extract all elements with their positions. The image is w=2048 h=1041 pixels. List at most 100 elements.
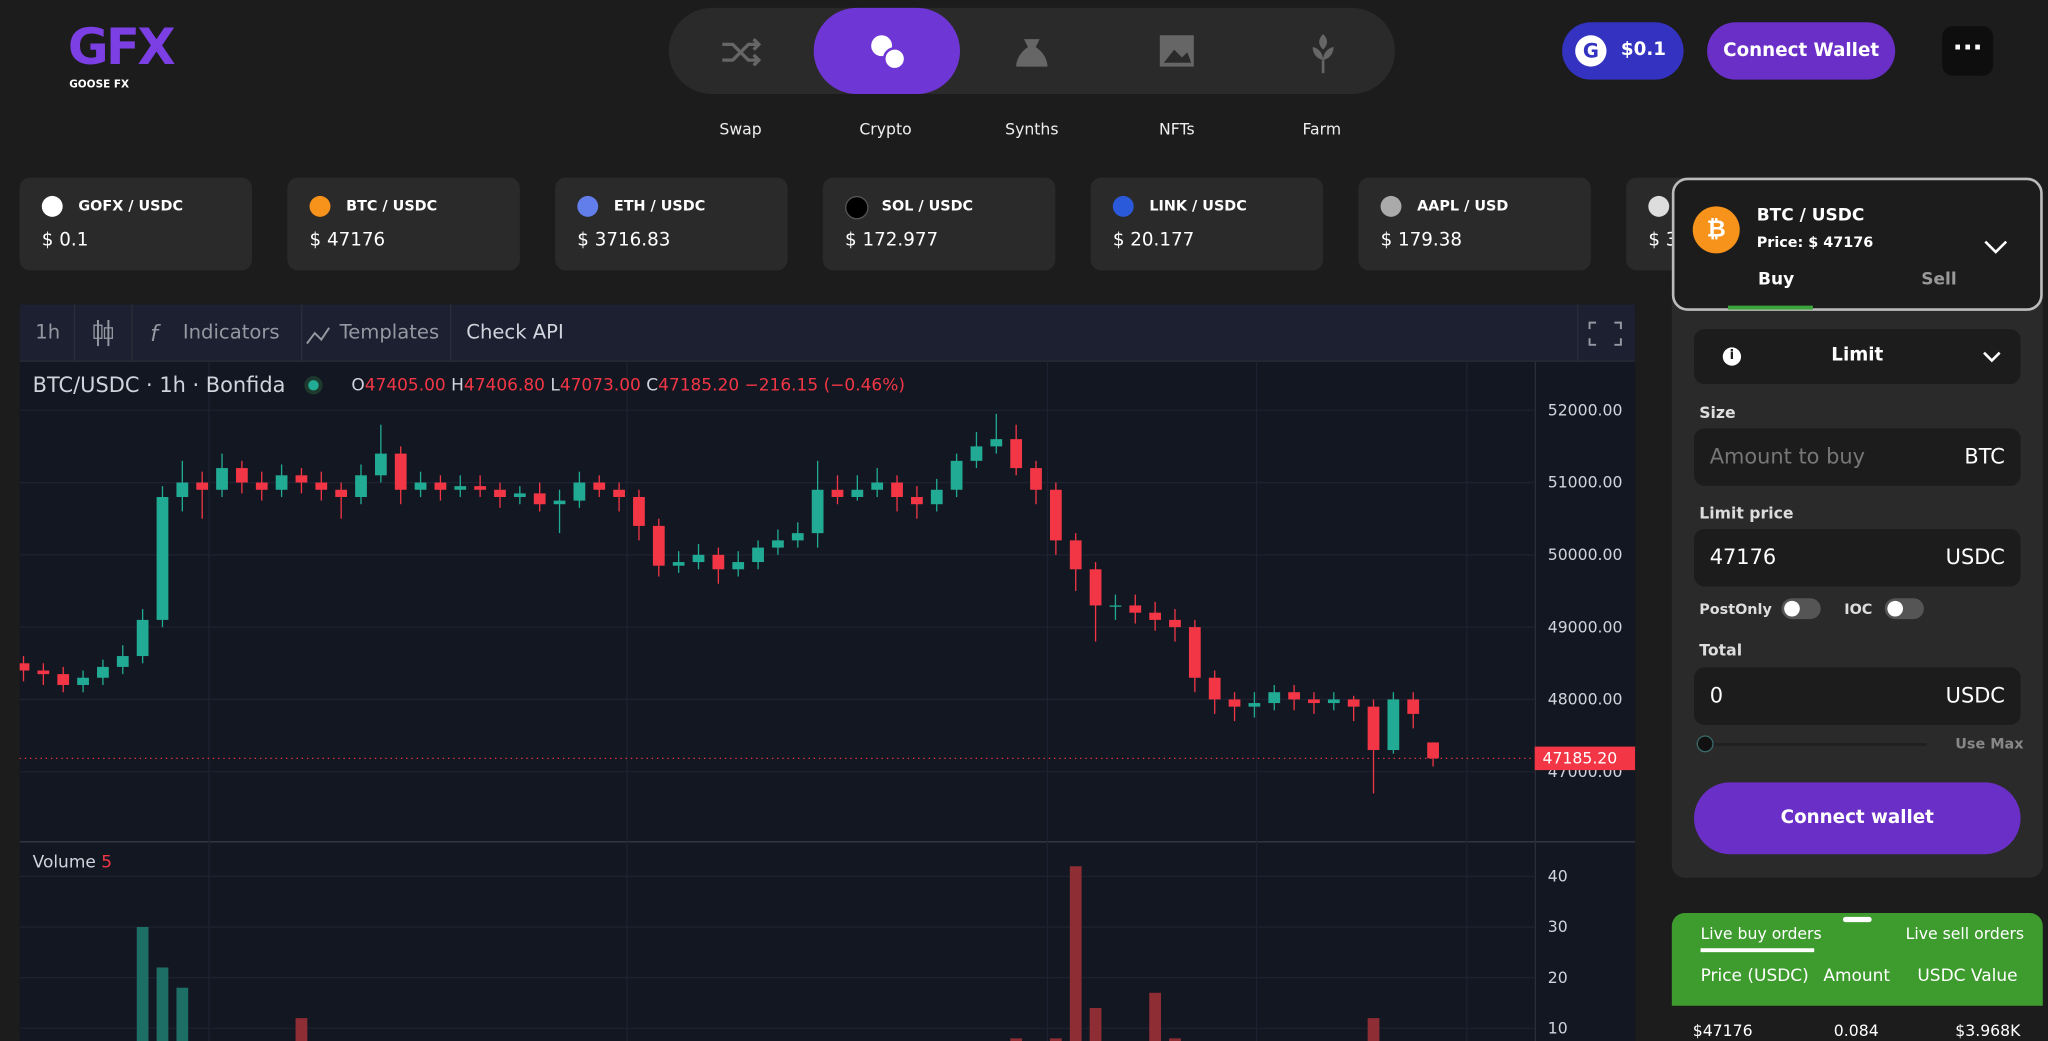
ticker-card[interactable]: SOL / USDC $ 172.977 [822, 177, 1056, 271]
volume-bar [1367, 1018, 1380, 1041]
limit-value: 47176 [1709, 544, 1777, 570]
order-amount: 0.084 [1833, 1021, 1879, 1040]
nav-crypto[interactable] [813, 7, 960, 95]
slider-track[interactable] [1704, 743, 1927, 746]
ticker-card[interactable]: LINK / USDC $ 20.177 [1090, 177, 1324, 271]
handle[interactable] [1842, 916, 1872, 923]
candle-body [1308, 699, 1320, 704]
order-type[interactable]: i Limit [1694, 329, 2021, 384]
candle-body [77, 677, 89, 685]
candle-body [851, 489, 864, 497]
candle-body [1268, 692, 1281, 704]
volume-bar [176, 987, 189, 1041]
candle-body [1407, 699, 1420, 714]
ticker-pair: GOFX / USDC [78, 197, 184, 215]
orders-header [1671, 912, 2043, 1006]
ticker-card[interactable]: GOFX / USDC $ 0.1 [19, 177, 253, 271]
volume-bar [136, 926, 149, 1041]
indicators[interactable]: Indicators [182, 319, 280, 344]
chart-title: BTC/USDC · 1h · Bonfida [32, 372, 286, 398]
candle-body [474, 486, 487, 490]
column-header: Amount [1823, 966, 1891, 987]
orders-tab-indicator [1700, 948, 1815, 953]
candle-body [136, 619, 149, 657]
y-tick-label: 40 [1548, 867, 1568, 886]
order-panel [1671, 300, 2043, 878]
ticker-price: $ 179.38 [1380, 229, 1462, 251]
nav-nfts[interactable] [1104, 8, 1250, 94]
volume-bar [295, 1018, 308, 1041]
candle-body [255, 482, 268, 490]
candle-body [950, 460, 963, 490]
ticker-card[interactable]: BTC / USDC $ 47176 [287, 177, 520, 271]
order-price: $47176 [1692, 1021, 1753, 1040]
total-value: 0 [1709, 683, 1724, 708]
ticker-pair: ETH / USDC [613, 197, 706, 215]
postonly-toggle[interactable] [1781, 598, 1821, 620]
nav-synths[interactable] [959, 8, 1105, 94]
total-input[interactable]: 0 USDC [1694, 667, 2021, 725]
total-label: Total [1699, 641, 1743, 660]
candle-body [1208, 677, 1221, 700]
ticker-price: $ 3716.83 [577, 229, 671, 251]
candle-body [97, 666, 109, 678]
templates[interactable]: Templates [339, 319, 440, 344]
slider-thumb[interactable] [1696, 735, 1714, 753]
candle-body [553, 500, 566, 505]
candle-body [970, 446, 983, 461]
candle-body [236, 468, 248, 483]
pair-price: Price: $ 47176 [1756, 233, 1874, 251]
y-tick-label: 20 [1548, 968, 1568, 987]
connect-wallet[interactable]: Connect Wallet [1707, 22, 1896, 80]
limit-input[interactable]: 47176 USDC [1694, 528, 2021, 587]
nav-label: Farm [1302, 120, 1342, 139]
candle-body [1367, 706, 1380, 751]
candle-body [1069, 540, 1082, 570]
interval[interactable]: 1h [35, 319, 61, 344]
candle-body [1188, 627, 1201, 678]
candle-body [1010, 439, 1023, 469]
volume-last: 5 [101, 852, 113, 873]
volume-bar [1169, 1038, 1181, 1041]
chart-container: f 47000.00 48000.00 49000.00 50000.00 51000.… [19, 304, 1636, 1041]
buy-tab[interactable]: Buy [1758, 270, 1795, 290]
more-button[interactable]: ··· [1942, 26, 1994, 76]
y-tick-label: 49000.00 [1548, 617, 1623, 636]
ohlc-change: −216.15 (−0.46%) [744, 376, 905, 396]
pair-header[interactable]: ₿ BTC / USDC Price: $ 47176 Buy Sell [1671, 177, 2043, 311]
ohlc-value: 47073.00 [559, 376, 641, 396]
sell-orders-tab[interactable]: Live sell orders [1905, 924, 2025, 944]
connect-wallet-button[interactable]: Connect wallet [1694, 782, 2021, 855]
buy-orders-tab[interactable]: Live buy orders [1700, 924, 1822, 944]
ticker-card[interactable]: ETH / USDC $ 3716.83 [555, 177, 788, 271]
balance-button[interactable]: G $0.1 [1562, 22, 1684, 80]
size-label: Size [1699, 403, 1736, 422]
nav-swap[interactable] [667, 8, 813, 94]
ticker-card[interactable]: AAPL / USD $ 179.38 [1358, 177, 1591, 271]
ioc-toggle[interactable] [1884, 598, 1924, 620]
sell-tab[interactable]: Sell [1921, 270, 1957, 290]
nav-label: Synths [1005, 120, 1059, 139]
y-tick-label: 10 [1548, 1018, 1568, 1037]
ohlc-key: C [646, 376, 659, 396]
candle-body [57, 674, 70, 685]
ticker-price: $ 172.977 [845, 229, 939, 251]
candle-body [216, 468, 228, 490]
candle-body [652, 525, 665, 566]
candle-body [1327, 699, 1340, 704]
size-input[interactable]: Amount to buy BTC [1694, 428, 2021, 486]
y-tick-label: 48000.00 [1548, 690, 1623, 709]
candle-body [156, 496, 169, 620]
volume-bar [1069, 866, 1082, 1041]
logo[interactable]: GFX [67, 18, 176, 76]
ticker-price: $ 3 [1648, 229, 1678, 251]
candle-body [1030, 468, 1042, 490]
candle-body [394, 453, 407, 490]
check-api[interactable]: Check API [466, 319, 564, 344]
time-grid [208, 361, 1468, 1041]
nav-farm[interactable] [1250, 8, 1396, 94]
use-max[interactable]: Use Max [1955, 735, 2024, 753]
candle-body [911, 496, 923, 505]
order-value: $3.968K [1955, 1021, 2021, 1040]
